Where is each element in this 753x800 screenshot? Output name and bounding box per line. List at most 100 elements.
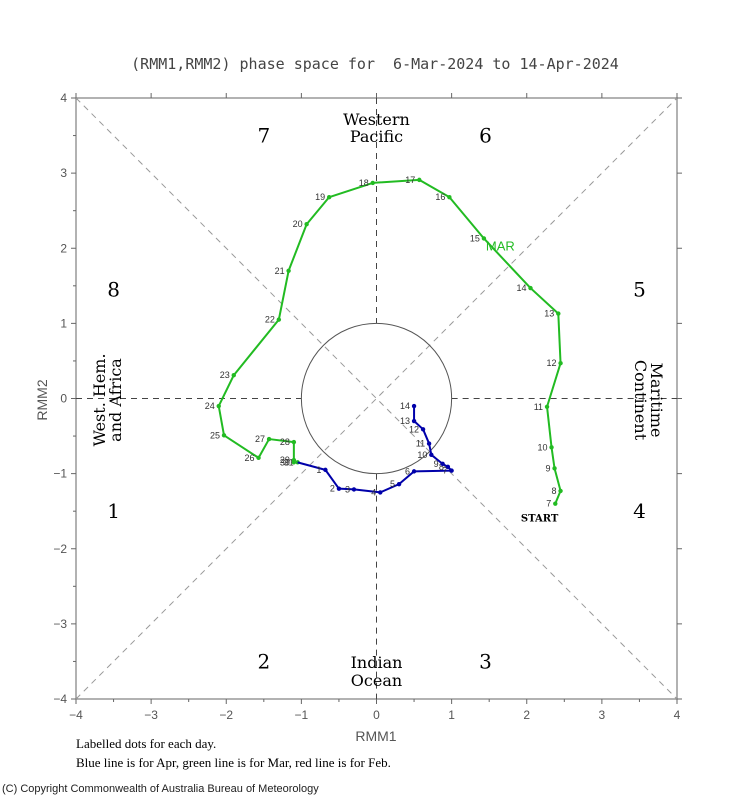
day-label-apr-6: 6 — [405, 466, 410, 476]
data-point-apr-12 — [420, 427, 426, 432]
day-label-mar-22: 22 — [265, 315, 275, 325]
y-tick-label: 1 — [60, 316, 67, 330]
day-label-apr-9: 9 — [434, 459, 439, 469]
y-tick-label: 0 — [60, 392, 67, 406]
data-point-mar-30 — [291, 460, 297, 465]
y-tick-label: −4 — [53, 692, 67, 706]
y-axis-label: RMM2 — [34, 379, 50, 420]
day-label-apr-14: 14 — [400, 401, 410, 411]
copyright-notice: (C) Copyright Commonwealth of Australia … — [2, 783, 319, 795]
phase-number-5: 5 — [633, 278, 646, 302]
day-label-apr-7: 7 — [443, 466, 448, 476]
data-point-mar-10 — [549, 445, 554, 450]
day-label-mar-15: 15 — [470, 233, 480, 243]
footnote-line-1: Labelled dots for each day. — [76, 736, 217, 751]
day-label-mar-9: 9 — [546, 463, 551, 473]
day-label-mar-10: 10 — [538, 442, 548, 452]
day-label-apr-10: 10 — [417, 450, 427, 460]
data-point-apr-7 — [449, 468, 454, 473]
day-label-mar-28: 28 — [280, 437, 290, 447]
x-tick-label: 2 — [523, 708, 530, 722]
day-label-mar-12: 12 — [547, 358, 557, 368]
day-label-mar-7: 7 — [546, 499, 551, 509]
phase-number-8: 8 — [107, 278, 120, 302]
data-point-mar-9 — [552, 466, 557, 471]
phase-number-2: 2 — [257, 649, 270, 673]
chart-title: (RMM1,RMM2) phase space for 6-Mar-2024 t… — [131, 55, 619, 73]
x-tick-label: 3 — [599, 708, 606, 722]
data-point-apr-3 — [351, 487, 357, 492]
phase-number-1: 1 — [107, 499, 120, 523]
data-point-mar-20 — [304, 222, 309, 227]
plot-area — [75, 97, 678, 700]
data-point-apr-10 — [429, 452, 434, 458]
data-point-apr-6 — [411, 469, 417, 474]
data-point-mar-25 — [221, 433, 227, 438]
data-point-apr-2 — [336, 486, 342, 491]
day-label-apr-3: 3 — [345, 484, 350, 494]
y-tick-label: 2 — [60, 241, 67, 255]
day-label-mar-21: 21 — [275, 266, 285, 276]
data-point-mar-8 — [558, 488, 563, 494]
day-label-apr-8: 8 — [439, 462, 444, 472]
day-label-apr-2: 2 — [330, 484, 335, 494]
region-top-line-1: Western — [343, 110, 410, 129]
x-tick-label: −2 — [219, 708, 233, 722]
unit-circle — [300, 322, 453, 475]
series-line-mar — [217, 178, 562, 505]
data-point-mar-26 — [256, 455, 261, 461]
data-point-apr-1 — [323, 467, 328, 473]
phase-number-7: 7 — [257, 124, 270, 148]
y-tick-label: 3 — [60, 166, 67, 180]
data-point-mar-21 — [286, 268, 291, 273]
data-point-mar-11 — [544, 404, 550, 409]
region-top-line-2: Pacific — [350, 127, 403, 146]
x-tick-label: −3 — [144, 708, 158, 722]
phase-number-4: 4 — [633, 499, 646, 523]
y-tick-label: −2 — [53, 542, 67, 556]
day-label-mar-16: 16 — [435, 192, 445, 202]
region-left-line-1: West. Hem. — [90, 353, 109, 446]
day-label-apr-5: 5 — [390, 479, 395, 489]
day-label-mar-14: 14 — [516, 283, 526, 293]
diagonal-divider — [75, 97, 678, 700]
phase-number-6: 6 — [479, 124, 492, 148]
data-point-mar-28 — [291, 439, 297, 445]
data-point-mar-24 — [216, 403, 221, 409]
data-point-apr-14 — [411, 403, 417, 409]
day-label-mar-26: 26 — [245, 453, 255, 463]
day-label-mar-25: 25 — [210, 430, 220, 440]
day-label-mar-13: 13 — [544, 309, 554, 319]
day-label-mar-18: 18 — [359, 178, 369, 188]
day-label-mar-8: 8 — [552, 486, 557, 496]
data-point-mar-19 — [326, 194, 332, 200]
region-bottom-line-2: Ocean — [351, 671, 402, 690]
day-label-mar-29: 29 — [280, 455, 290, 465]
region-bottom-line-1: Indian — [351, 653, 403, 672]
x-tick-label: −1 — [295, 708, 309, 722]
x-tick-label: 1 — [448, 708, 455, 722]
x-tick-label: 4 — [674, 708, 681, 722]
data-point-mar-14 — [528, 285, 533, 291]
day-label-apr-1: 1 — [316, 465, 321, 475]
day-label-mar-23: 23 — [220, 370, 230, 380]
data-point-mar-17 — [417, 177, 422, 183]
day-label-mar-11: 11 — [534, 402, 543, 412]
data-point-apr-5 — [396, 481, 402, 487]
day-label-mar-17: 17 — [405, 175, 415, 185]
data-point-mar-22 — [276, 317, 282, 322]
day-label-mar-30: 30 — [280, 457, 290, 467]
x-tick-label: −4 — [69, 708, 83, 722]
data-point-apr-8 — [445, 464, 451, 470]
region-right-line-2: Continent — [631, 360, 650, 441]
data-point-apr-13 — [411, 418, 417, 424]
day-label-mar-20: 20 — [293, 219, 303, 229]
start-label: START — [521, 514, 559, 525]
x-axis-label: RMM1 — [355, 728, 396, 744]
day-label-mar-19: 19 — [315, 192, 325, 202]
data-point-mar-18 — [370, 180, 375, 186]
